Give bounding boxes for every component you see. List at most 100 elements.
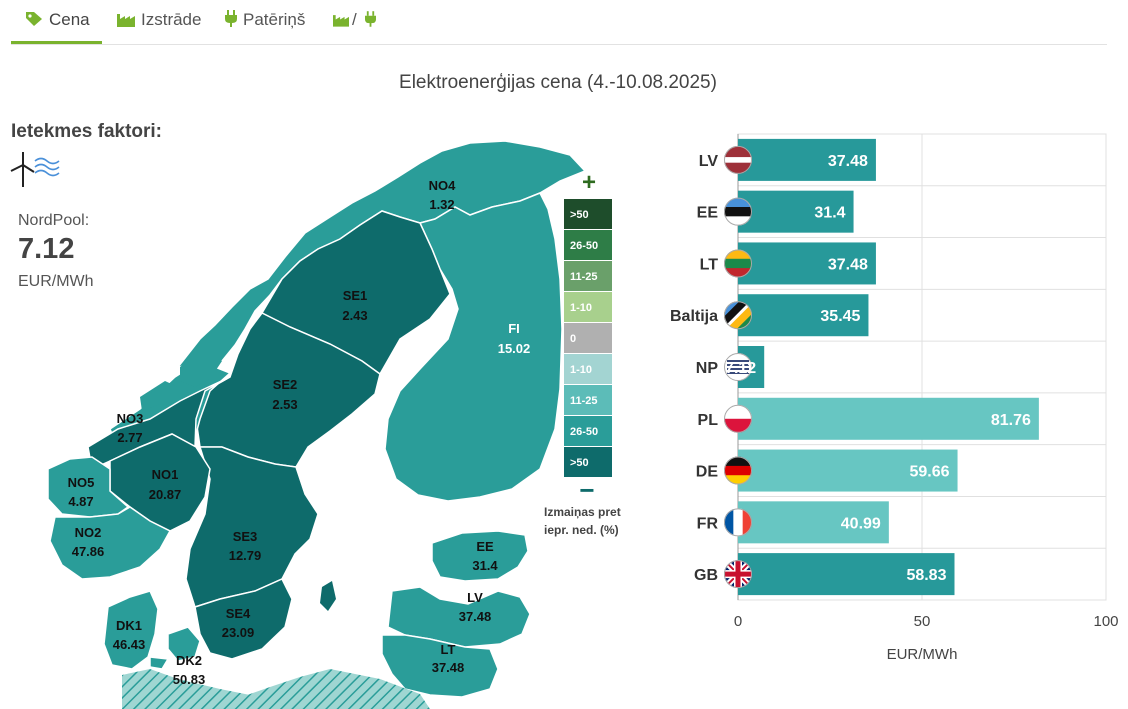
category-label: NP [696,360,719,377]
category-label: LT [700,256,719,273]
zone-no1-shape[interactable] [109,433,211,532]
nordpool-label: NordPool: [18,212,90,229]
legend-box [564,323,612,353]
legend-minus: − [579,475,594,505]
bar-value-label: 35.45 [820,308,860,325]
bar-de[interactable] [738,449,958,492]
bar-pl[interactable] [738,397,1039,440]
factory-icon [117,12,135,32]
category-label: FR [697,515,719,532]
zone-dk2-shape[interactable] [149,626,201,670]
bar-value-label: 59.66 [910,464,950,481]
bar-value-label: 58.83 [906,567,946,584]
estonia-flag-icon [724,197,752,226]
legend-box [564,199,612,229]
legend-box-label: 26-50 [570,426,598,438]
factory-icon [333,12,349,32]
bar-np[interactable] [738,346,765,388]
zone-label-se4: SE4 [226,606,251,621]
poland-flag-icon [724,404,752,433]
zone-label-se3: SE3 [233,529,258,544]
legend-note: Izmaiņas pret iepr. ned. (%) [544,503,621,539]
zone-value-no2: 47.86 [72,544,105,559]
tab-price[interactable]: Cena [11,10,102,44]
zone-value-no1: 20.87 [149,487,182,502]
zone-value-se1: 2.43 [342,308,367,323]
legend-box [564,292,612,322]
legend-note-line2: iepr. ned. (%) [544,523,619,537]
price-tag-icon [25,11,43,32]
bar-fr[interactable] [738,501,889,544]
bar-gb[interactable] [738,553,955,596]
x-tick-label: 100 [1093,613,1118,630]
legend-box-label: 0 [570,333,576,345]
zone-value-dk2: 50.83 [173,672,206,687]
bar-baltija[interactable] [738,294,869,337]
zone-label-no4: NO4 [429,178,457,193]
bar-lv[interactable] [738,138,876,181]
x-axis-label: EUR/MWh [887,646,958,663]
zone-no-coast-shape [140,347,222,411]
zone-label-no3: NO3 [117,411,144,426]
category-label: PL [698,412,719,429]
legend-box-label: 26-50 [570,240,598,252]
zone-no5-shape[interactable] [47,456,130,518]
zone-fi-shape[interactable] [384,192,563,502]
bar-value-label: 7.12 [725,360,756,377]
tab-generation[interactable]: Izstrāde [117,10,201,44]
zone-se4-shape[interactable] [194,578,293,660]
zone-dk1-shape[interactable] [103,590,159,670]
plug-icon [365,11,377,32]
zone-value-se2: 2.53 [272,397,297,412]
nordpool-value: 7.12 [18,233,75,265]
baltic-flag-icon [724,301,752,330]
zone-label-dk2: DK2 [176,653,202,668]
france-flag-icon [724,508,752,537]
category-label: LV [699,153,719,170]
zone-value-no5: 4.87 [68,494,93,509]
zone-value-dk1: 46.43 [113,637,146,652]
zone-se3-shape[interactable] [185,446,319,608]
legend-box-label: >50 [570,209,589,221]
latvia-flag-icon [724,145,752,174]
zone-label-dk1: DK1 [116,618,142,633]
category-label: Baltija [670,308,718,325]
legend-box [564,230,612,260]
zone-label-se1: SE1 [343,288,368,303]
legend-box-label: 1-10 [570,302,592,314]
bar-value-label: 31.4 [814,205,845,222]
zone-value-no3: 2.77 [117,430,142,445]
plug-icon [225,10,237,32]
legend-box [564,416,612,446]
bar-value-label: 40.99 [841,515,881,532]
zone-lt-shape[interactable] [381,634,499,698]
hatched-region-shape [122,669,430,709]
legend-box [564,354,612,384]
zone-value-lt: 37.48 [432,660,465,675]
bar-lt[interactable] [738,242,876,285]
zone-label-ee: EE [476,539,494,554]
category-label: DE [696,464,719,481]
zone-no2-shape[interactable] [49,506,172,580]
zone-label-se2: SE2 [273,377,298,392]
germany-flag-icon [724,456,752,485]
legend-box-label: >50 [570,457,589,469]
uk-flag-icon [724,560,752,589]
bar-value-label: 81.76 [991,412,1031,429]
legend-scale: >50 26-50 11-25 1-10 0 1-10 11-25 26-50 >50 [564,199,612,477]
category-label: GB [694,567,718,584]
x-tick-label: 50 [914,613,931,630]
legend-plus: + [582,169,596,196]
legend-note-line1: Izmaiņas pret [544,505,621,519]
zone-label-lt: LT [441,642,456,657]
bar-ee[interactable] [738,190,854,233]
tab-generation-consumption[interactable]: / [333,10,382,44]
lithuania-flag-icon [724,249,752,278]
category-label: EE [697,205,719,222]
zone-ee-shape[interactable] [431,530,529,582]
zone-label-no2: NO2 [75,525,102,540]
gotland-shape [320,581,336,611]
nordpool-logo-icon [724,353,752,381]
legend-box [564,385,612,415]
tab-consumption[interactable]: Patēriņš [225,10,305,44]
